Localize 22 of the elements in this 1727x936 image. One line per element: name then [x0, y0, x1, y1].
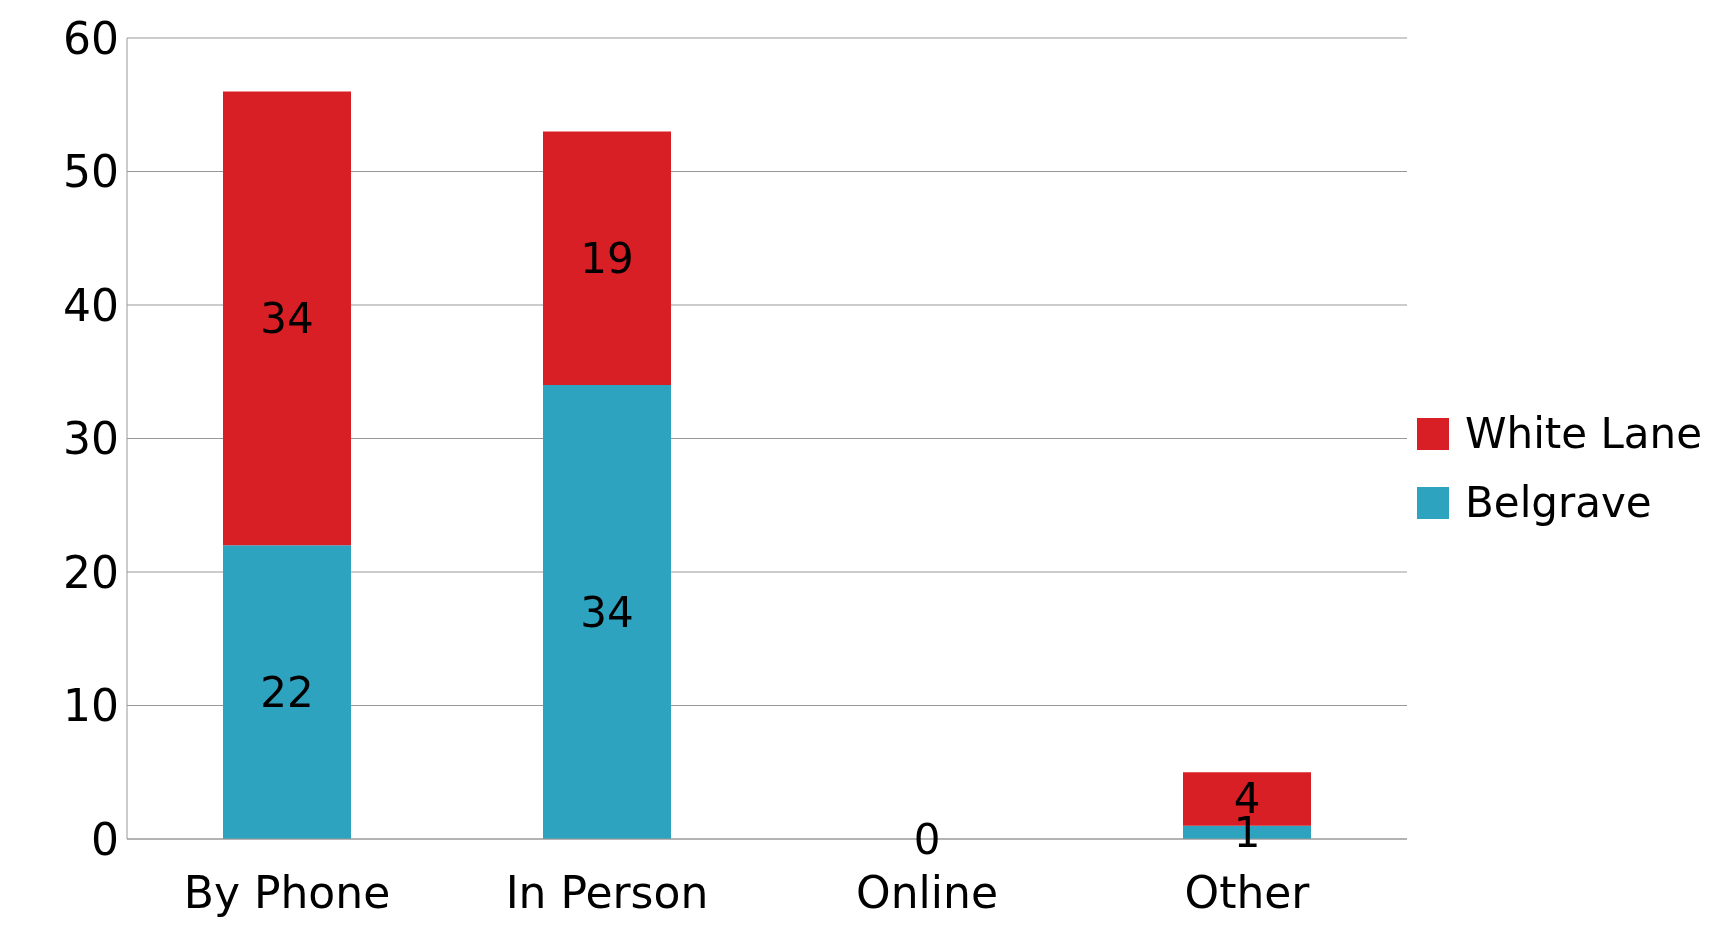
data-label: 19 [580, 233, 634, 283]
y-tick-label: 0 [91, 813, 119, 865]
y-tick-label: 20 [63, 546, 119, 598]
data-label: 22 [260, 667, 314, 717]
data-label: 0 [913, 814, 941, 864]
data-label: 34 [260, 293, 314, 343]
data-label: 34 [580, 587, 634, 637]
y-tick-label: 40 [63, 279, 119, 331]
x-tick-label: Other [1184, 867, 1311, 919]
y-tick-label: 10 [63, 680, 119, 732]
y-tick-label: 60 [63, 12, 119, 64]
bar [223, 545, 351, 839]
y-tick-label: 30 [63, 413, 119, 465]
bar [223, 91, 351, 546]
x-tick-label: In Person [505, 867, 709, 919]
x-tick-label: Online [856, 867, 998, 919]
bar [543, 385, 671, 839]
legend-label: Belgrave [1465, 478, 1652, 527]
y-tick-label: 50 [63, 146, 119, 198]
bar [543, 131, 671, 386]
legend-label: White Lane [1465, 409, 1703, 458]
x-tick-label: By Phone [183, 867, 391, 919]
